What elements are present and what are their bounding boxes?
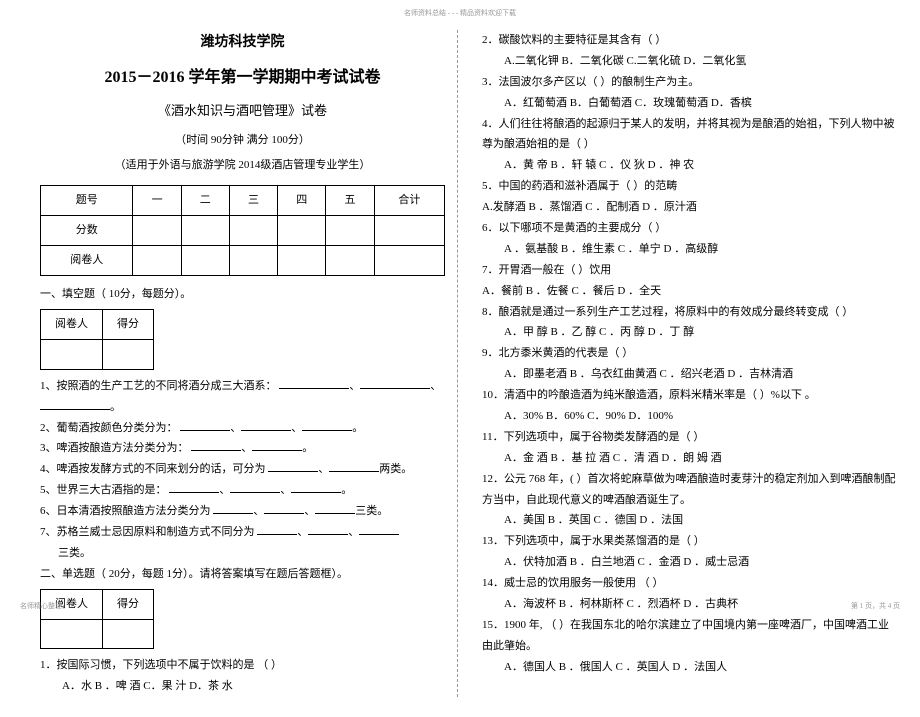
blank	[279, 378, 349, 389]
score-label: 得分	[103, 589, 154, 619]
blank	[257, 524, 297, 535]
r-q3: 3．法国波尔多产区以（ ）的酿制生产为主。	[482, 72, 900, 93]
page-content: 潍坊科技学院 2015－2016 学年第一学期期中考试试卷 《酒水知识与酒吧管理…	[0, 0, 920, 717]
r-q4-opts: A．黄 帝 B ．轩 辕 C ．仪 狄 D ．神 农	[504, 155, 900, 176]
row-label: 分数	[41, 216, 133, 246]
r-q14-opts: A．海波杯 B ．柯林斯杯 C ．烈酒杯 D ．古典杯	[504, 594, 900, 615]
r-q6-opts: A ．氨基酸 B ．维生素 C ．单宁 D ．高级醇	[504, 239, 900, 260]
applicable-info: （适用于外语与旅游学院 2014级酒店管理专业学生）	[40, 155, 445, 176]
th: 三	[229, 186, 277, 216]
time-info: （时间 90分钟 满分 100分）	[40, 130, 445, 151]
blank	[291, 482, 341, 493]
r-q5-opts: A.发酵酒 B ．蒸馏酒 C ．配制酒 D ．原汁酒	[482, 197, 900, 218]
r-q14: 14．威士忌的饮用服务一般使用 （ ）	[482, 573, 900, 594]
r-q11: 11．下列选项中，属于谷物类发酵酒的是（ ）	[482, 427, 900, 448]
q3: 3、啤酒按酿造方法分类分为： 、。	[40, 438, 445, 459]
r-q15: 15．1900 年, （ ）在我国东北的哈尔滨建立了中国境内第一座啤酒厂，中国啤…	[482, 615, 900, 657]
r-q12-opts: A．美国 B ．英国 C ．德国 D ．法国	[504, 510, 900, 531]
th: 五	[326, 186, 374, 216]
blank	[302, 420, 352, 431]
r-q9-opts: A．即墨老酒 B ．乌衣红曲黄酒 C ．绍兴老酒 D ．吉林清酒	[504, 364, 900, 385]
footer-right: 第 1 页，共 4 页	[851, 601, 900, 611]
left-column: 潍坊科技学院 2015－2016 学年第一学期期中考试试卷 《酒水知识与酒吧管理…	[40, 30, 458, 697]
blank	[308, 524, 348, 535]
q5: 5、世界三大古酒指的是： 、、。	[40, 480, 445, 501]
th: 二	[181, 186, 229, 216]
r-q10: 10．清酒中的吟酿造酒为纯米酿造酒，原料米精米率是（ ）%以下 。	[482, 385, 900, 406]
r-q13-opts: A．伏特加酒 B ．白兰地酒 C ．金酒 D ．威士忌酒	[504, 552, 900, 573]
r-q5: 5．中国的药酒和滋补酒属于（ ）的范畴	[482, 176, 900, 197]
blank	[40, 399, 110, 410]
r-q13: 13．下列选项中，属于水果类蒸馏酒的是（ ）	[482, 531, 900, 552]
grader-label: 阅卷人	[41, 310, 103, 340]
blank	[252, 440, 302, 451]
s2-q1-opts: A．水 B ．啤 酒 C．果 汁 D．茶 水	[62, 676, 445, 697]
r-q2: 2．碳酸饮料的主要特征是其含有（ ）	[482, 30, 900, 51]
th: 四	[278, 186, 326, 216]
th: 一	[133, 186, 181, 216]
q2: 2、葡萄酒按颜色分类分为： 、、。	[40, 418, 445, 439]
q6: 6、日本清酒按照酿造方法分类分为 、、三类。	[40, 501, 445, 522]
r-q12: 12．公元 768 年，( ）首次将蛇麻草做为啤酒酿造时麦芽汁的稳定剂加入到啤酒…	[482, 469, 900, 511]
r-q9: 9．北方黍米黄酒的代表是（ ）	[482, 343, 900, 364]
blank	[315, 503, 355, 514]
score-label: 得分	[103, 310, 154, 340]
r-q11-opts: A．金 酒 B ．基 拉 酒 C ．清 酒 D ．朗 姆 酒	[504, 448, 900, 469]
r-q6: 6．以下哪项不是黄酒的主要成分（ ）	[482, 218, 900, 239]
th: 题号	[41, 186, 133, 216]
r-q15-opts: A．德国人 B ．俄国人 C ．英国人 D ．法国人	[504, 657, 900, 678]
s2-q1: 1．按国际习惯，下列选项中不属于饮料的是 （ ）	[40, 655, 445, 676]
r-q7-opts: A．餐前 B ．佐餐 C ．餐后 D ．全天	[482, 281, 900, 302]
header-note: 名师资料总结 - - - 精品资料欢迎下载	[404, 8, 516, 18]
table-row: 题号 一 二 三 四 五 合计	[41, 186, 445, 216]
main-title: 2015－2016 学年第一学期期中考试试卷	[40, 63, 445, 93]
r-q3-opts: A．红葡萄酒 B．白葡萄酒 C．玫瑰葡萄酒 D．香槟	[504, 93, 900, 114]
footer-left: 名师精心整理	[20, 601, 62, 611]
th: 合计	[374, 186, 444, 216]
table-row: 分数	[41, 216, 445, 246]
blank	[169, 482, 219, 493]
r-q4: 4．人们往往将酿酒的起源归于某人的发明，并将其视为是酿酒的始祖，下列人物中被尊为…	[482, 114, 900, 156]
blank	[359, 524, 399, 535]
r-q8: 8．酿酒就是通过一系列生产工艺过程，将原料中的有效成分最终转变成（ ）	[482, 302, 900, 323]
blank	[241, 420, 291, 431]
table-row: 阅卷人	[41, 246, 445, 276]
r-q7: 7．开胃酒一般在（ ）饮用	[482, 260, 900, 281]
grader-table2: 阅卷人 得分	[40, 589, 154, 650]
row-label: 阅卷人	[41, 246, 133, 276]
blank	[268, 461, 318, 472]
school-name: 潍坊科技学院	[40, 30, 445, 57]
score-table: 题号 一 二 三 四 五 合计 分数 阅卷人	[40, 185, 445, 276]
blank	[213, 503, 253, 514]
blank	[180, 420, 230, 431]
section2-title: 二、单选题（ 20分，每题 1分）。请将答案填写在题后答题框）。	[40, 564, 445, 585]
r-q2-opts: A.二氧化钾 B．二氧化碳 C.二氧化硫 D．二氧化氢	[504, 51, 900, 72]
blank	[230, 482, 280, 493]
grader-table: 阅卷人 得分	[40, 309, 154, 370]
r-q8-opts: A．甲 醇 B ．乙 醇 C ．丙 醇 D ．丁 醇	[504, 322, 900, 343]
blank	[264, 503, 304, 514]
q7-tail: 三类。	[58, 543, 445, 564]
q1: 1、按照酒的生产工艺的不同将酒分成三大酒系： 、、。	[40, 376, 445, 418]
section1-title: 一、填空题（ 10分，每题分）。	[40, 284, 445, 305]
blank	[329, 461, 379, 472]
sub-title: 《酒水知识与酒吧管理》试卷	[40, 99, 445, 124]
right-column: 2．碳酸饮料的主要特征是其含有（ ） A.二氧化钾 B．二氧化碳 C.二氧化硫 …	[482, 30, 900, 697]
blank	[360, 378, 430, 389]
q7: 7、苏格兰威士忌因原料和制造方式不同分为 、、	[40, 522, 445, 543]
q4: 4、啤酒按发酵方式的不同来划分的话，可分为 、两类。	[40, 459, 445, 480]
r-q10-opts: A．30% B．60% C．90% D．100%	[504, 406, 900, 427]
blank	[191, 440, 241, 451]
